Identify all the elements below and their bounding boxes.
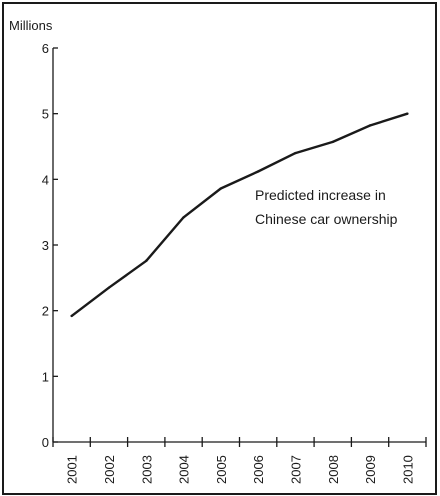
x-tick-label: 2008 [326,455,341,484]
annotation-line-1: Predicted increase in [255,187,386,203]
data-point [256,170,260,173]
annotation-line-2: Chinese car ownership [255,211,398,227]
y-tick-label: 0 [42,435,49,450]
x-tick-label: 2005 [214,455,229,484]
y-tick-label: 1 [42,369,49,384]
y-tick-label: 5 [42,107,49,122]
data-point [145,259,148,262]
x-tick-label: 2009 [363,455,378,484]
x-tick-label: 2004 [177,455,192,484]
data-point [406,112,409,115]
data-point [294,151,297,155]
y-tick-label: 4 [42,172,49,187]
y-tick-label: 2 [42,304,49,319]
x-tick-label: 2007 [288,455,303,484]
x-tick-label: 2001 [65,455,80,484]
data-point [70,314,73,318]
axes: 0 1 2 3 4 5 6 2001 2002 2003 2004 2005 2006 2007 2008 2… [42,41,427,484]
data-point [107,286,111,289]
y-tick-label: 3 [42,238,49,253]
data-point [219,187,223,190]
x-tick-label: 2006 [251,455,266,484]
chart-annotation: Predicted increase in Chinese car owners… [255,187,398,227]
data-point [182,216,185,219]
x-tick-label: 2002 [102,455,117,484]
y-tick-label: 6 [42,41,49,56]
data-point [331,140,334,144]
series-line [70,112,409,318]
series-layer [70,112,409,318]
x-tick-label: 2003 [139,455,154,484]
x-tick-label: 2010 [400,455,415,484]
y-axis-label: Millions [9,18,53,33]
data-point [368,124,372,127]
